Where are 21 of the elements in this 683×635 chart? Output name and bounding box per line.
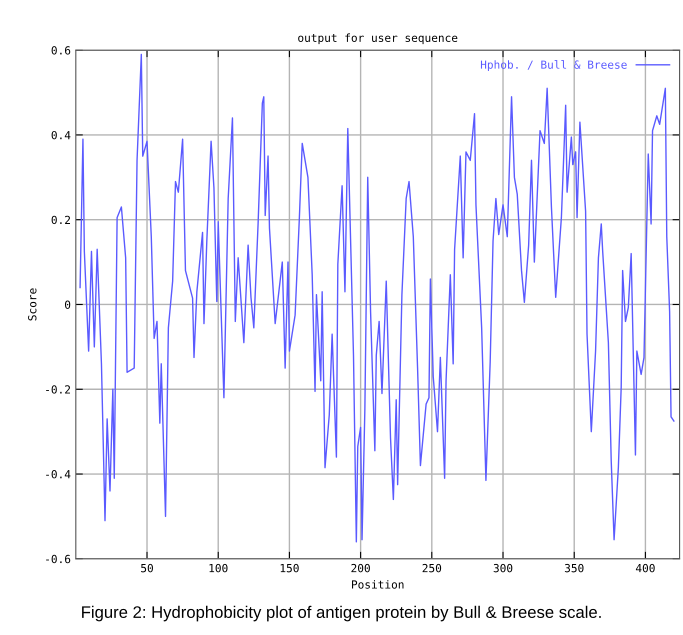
- y-tick-label: 0.6: [52, 46, 70, 55]
- x-tick-label: 150: [280, 564, 299, 572]
- caption: Figure 2: Hydrophobicity plot of antigen protein by Bull & Breese scale.: [82, 606, 601, 622]
- y-tick-label: -0.4: [46, 470, 70, 478]
- y-tick-label: 0: [64, 300, 70, 309]
- x-tick-label: 250: [422, 564, 442, 572]
- x-tick-label: 350: [564, 564, 584, 572]
- y-tick-label: 0.2: [52, 216, 70, 224]
- x-axis-title: Position: [352, 580, 404, 589]
- y-tick-label: -0.2: [46, 385, 70, 394]
- legend-label: Hphob. / Bull & Breese: [480, 60, 627, 71]
- y-tick-label: 0.4: [52, 130, 70, 140]
- line-series: [79, 54, 675, 543]
- y-tick-label: -0.6: [46, 554, 70, 564]
- y-axis-title: Score: [28, 288, 36, 320]
- chart-title: output for user sequence: [298, 33, 458, 44]
- x-tick-label: 200: [351, 564, 370, 572]
- x-tick-label: 50: [141, 564, 153, 572]
- x-tick-label: 100: [210, 564, 228, 572]
- x-tick-label: 400: [636, 564, 655, 572]
- x-tick-label: 300: [494, 564, 512, 572]
